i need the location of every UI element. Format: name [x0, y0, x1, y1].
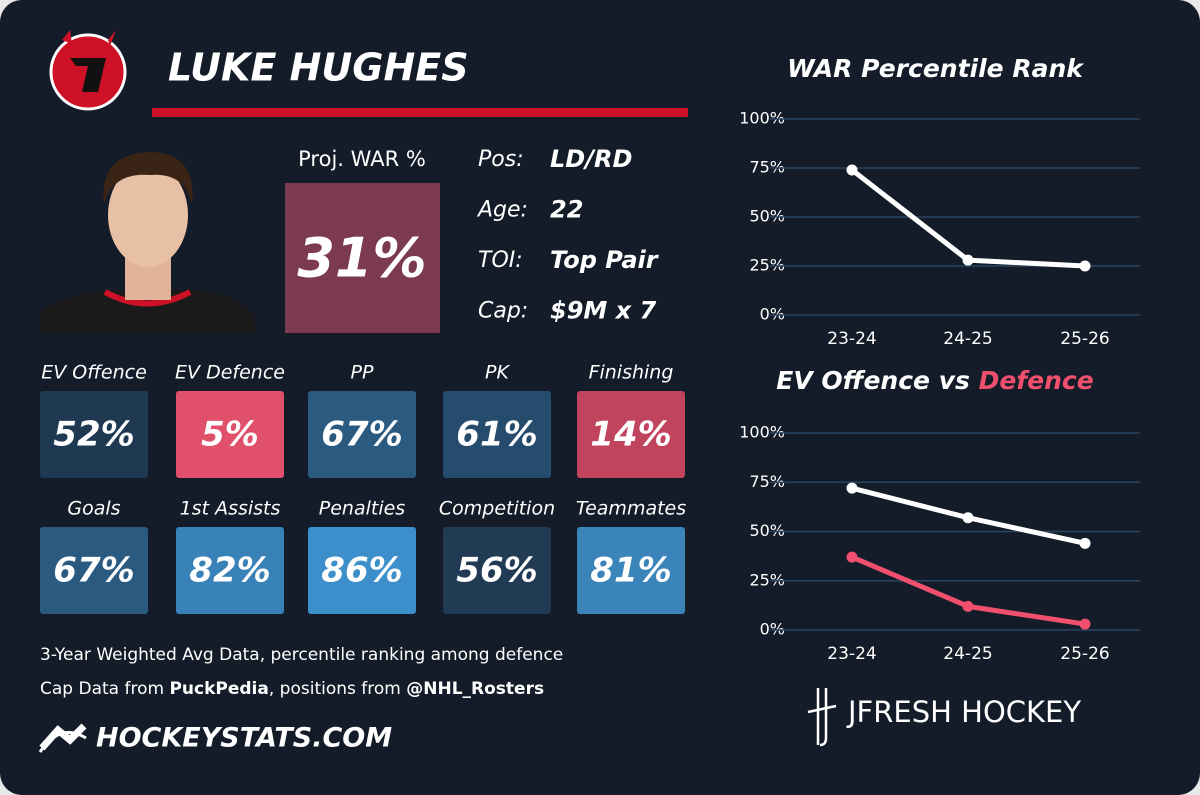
tile-value: 52% [53, 415, 134, 455]
tile [443, 391, 551, 478]
bio-value: 22 [550, 196, 583, 224]
brand-logo [807, 688, 837, 747]
tile [577, 527, 685, 614]
brand-name: JFRESH HOCKEY [846, 695, 1081, 729]
tile-label: EV Offence [41, 362, 147, 384]
point [846, 482, 858, 494]
y-tick-label: 100% [739, 423, 785, 442]
tile-label: Teammates [576, 498, 686, 520]
tile-label: PK [485, 362, 510, 384]
y-tick-label: 75% [749, 158, 785, 177]
tile [176, 527, 284, 614]
x-tick-label: 23-24 [827, 329, 876, 349]
tile-value: 86% [321, 551, 402, 591]
tile [40, 527, 148, 614]
tile [308, 391, 416, 478]
footer-note: 3-Year Weighted Avg Data, percentile ran… [40, 645, 563, 665]
tile [577, 391, 685, 478]
player-photo [40, 152, 255, 333]
tile-label: PP [351, 362, 374, 384]
pos-source: @NHL_Rosters [406, 679, 544, 699]
tile-label: Penalties [319, 498, 406, 520]
tile-value: 81% [590, 551, 671, 591]
point [846, 164, 858, 176]
x-tick-label: 24-25 [943, 329, 992, 349]
tile-label: Finishing [589, 362, 674, 384]
x-tick-label: 24-25 [943, 644, 992, 664]
name-underline [152, 108, 688, 117]
cap-prefix: Cap Data from [40, 679, 164, 699]
tile [40, 391, 148, 478]
tile-label: EV Defence [175, 362, 285, 384]
point [1079, 260, 1091, 272]
point [846, 551, 858, 563]
x-tick-label: 23-24 [827, 644, 876, 664]
war-label: Proj. WAR % [298, 147, 426, 171]
war-value: 31% [297, 227, 426, 290]
title-accent: Defence [979, 366, 1094, 395]
point [962, 600, 974, 612]
tile [308, 527, 416, 614]
tile-value: 5% [201, 415, 259, 455]
point [962, 254, 974, 266]
tile-value: 67% [53, 551, 134, 591]
bio-label: TOI: [478, 248, 523, 273]
y-tick-label: 25% [749, 256, 785, 275]
y-tick-label: 50% [749, 207, 785, 226]
bio-label: Cap: [478, 299, 528, 324]
point [962, 512, 974, 524]
bio-label: Age: [476, 198, 528, 223]
y-tick-label: 25% [749, 570, 785, 589]
point [1079, 537, 1091, 549]
tile-label: Competition [439, 498, 555, 520]
title-text: WAR Percentile Rank [787, 54, 1084, 83]
tile-value: 61% [456, 415, 537, 455]
tile-value: 82% [189, 551, 270, 591]
tile [443, 527, 551, 614]
bio: Pos: LD/RD Age: 22 TOI: Top Pair Cap: $9M x 7 [476, 145, 660, 325]
player-name: LUKE HUGHES [168, 46, 469, 90]
tile-label: Goals [67, 498, 120, 520]
bio-label: Pos: [478, 147, 524, 172]
chart-title: WAR Percentile Rank [787, 54, 1084, 83]
x-tick-label: 25-26 [1060, 644, 1109, 664]
x-tick-label: 25-26 [1060, 329, 1109, 349]
y-tick-label: 50% [749, 521, 785, 540]
pos-prefix: , positions from [269, 679, 401, 699]
charts: WAR Percentile Rank 0% 25% 50% 75% 100% 23-24 2… [739, 54, 1140, 664]
tiles: EV Offence 52% EV Defence 5% PP 67% PK 61% Finis… [40, 362, 686, 614]
team-logo [49, 30, 127, 111]
war-box [285, 183, 440, 333]
chart-title: EV Offence vs Defence [776, 366, 1093, 395]
y-tick-label: 0% [760, 620, 785, 639]
y-tick-label: 0% [760, 305, 785, 324]
tile-value: 14% [590, 415, 671, 455]
site-name: HOCKEYSTATS.COM [96, 723, 392, 754]
y-tick-label: 100% [739, 109, 785, 128]
tile [176, 391, 284, 478]
point [1079, 618, 1091, 630]
footer-credits: Cap Data from PuckPedia, positions from … [40, 679, 544, 699]
y-tick-label: 75% [749, 472, 785, 491]
site-logo [38, 723, 87, 753]
cap-source: PuckPedia [169, 679, 268, 699]
title-text: EV Offence vs [776, 366, 970, 395]
bio-value: LD/RD [550, 145, 632, 173]
bio-value: $9M x 7 [550, 297, 656, 325]
bio-value: Top Pair [550, 246, 660, 274]
tile-value: 67% [321, 415, 402, 455]
tile-value: 56% [456, 551, 537, 591]
tile-label: 1st Assists [180, 498, 281, 520]
